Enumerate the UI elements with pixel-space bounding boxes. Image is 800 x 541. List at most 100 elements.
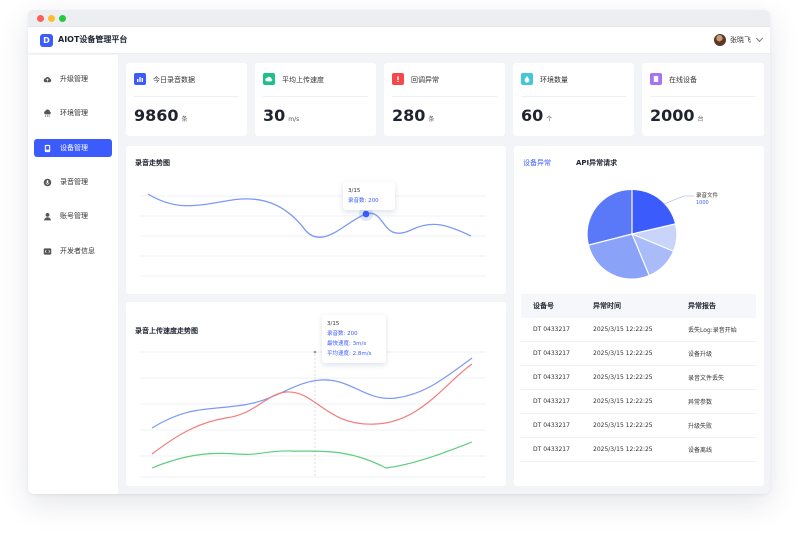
tab-api-anomaly[interactable]: API异常请求 [576, 159, 618, 167]
sidebar-item-label: 录音管理 [60, 178, 88, 186]
cell-report: 异常参数 [688, 399, 713, 406]
cell-report: 设备升级 [688, 351, 713, 358]
cloud-rain-icon [43, 108, 52, 118]
recording-trend-card: 录音走势图 3/15 录音数: 200 [126, 146, 506, 294]
table-row[interactable]: DT 0433217 2025/3/15 12:22:25 丢失Log:录音开始 [521, 318, 756, 342]
tab-device-anomaly[interactable]: 设备异常 [523, 159, 551, 167]
cell-time: 2025/3/15 12:22:25 [593, 398, 653, 405]
tooltip-label: 最快速度: [327, 341, 351, 347]
code-icon [43, 247, 52, 256]
sidebar-item-upgrade[interactable]: 升级管理 [34, 70, 112, 88]
sidebar-item-recordings[interactable]: 录音管理 [34, 173, 112, 191]
cloud-icon [263, 73, 275, 85]
minimize-window-button[interactable] [48, 15, 55, 22]
table-row[interactable]: DT 0433217 2025/3/15 12:22:25 录音文件丢失 [521, 366, 756, 390]
table-row[interactable]: DT 0433217 2025/3/15 12:22:25 设备升级 [521, 342, 756, 366]
cell-device-id: DT 0433217 [533, 350, 570, 357]
column-header: 异常时间 [593, 302, 621, 310]
cell-device-id: DT 0433217 [533, 398, 570, 405]
stat-card-online-devices: 在线设备 2000 台 [642, 63, 764, 136]
cell-report: 升级失败 [688, 423, 713, 430]
recording-count-line [147, 193, 472, 238]
cell-time: 2025/3/15 12:22:25 [593, 350, 653, 357]
sidebar-item-label: 环境管理 [60, 109, 88, 117]
tooltip-value: 200 [347, 331, 358, 337]
device-icon [650, 73, 662, 85]
sidebar-item-label: 账号管理 [60, 212, 88, 220]
stat-label: 今日录音数据 [153, 76, 195, 84]
stat-value: 60 [521, 106, 544, 125]
recording-trend-chart [140, 193, 486, 277]
anomaly-table: 设备号 异常时间 异常报告 DT 0433217 2025/3/15 12:22… [521, 294, 756, 474]
sidebar-item-label: 升级管理 [60, 75, 88, 83]
stat-value: 30 [263, 106, 286, 125]
alert-icon [392, 73, 404, 85]
stat-label: 环境数量 [540, 76, 568, 84]
cell-report: 设备离线 [688, 447, 713, 454]
user-name: 张晓飞 [730, 36, 751, 44]
cell-time: 2025/3/15 12:22:25 [593, 446, 653, 453]
maximize-window-button[interactable] [59, 15, 66, 22]
sidebar-item-label: 设备管理 [60, 144, 88, 152]
tooltip-date: 3/15 [348, 188, 361, 194]
stat-value: 9860 [134, 106, 179, 125]
avatar [714, 34, 726, 46]
stat-card-recordings: 今日录音数据 9860 条 [126, 63, 247, 136]
sidebar-item-developer[interactable]: 开发者信息 [34, 242, 112, 260]
tooltip-label: 平均速度: [327, 351, 351, 357]
table-row[interactable]: DT 0433217 2025/3/15 12:22:25 异常参数 [521, 390, 756, 414]
table-header: 设备号 异常时间 异常报告 [521, 294, 756, 318]
column-header: 异常报告 [688, 302, 716, 310]
stat-card-upload-speed: 平均上传速度 30 m/s [255, 63, 376, 136]
pie-slice [632, 224, 677, 251]
cell-device-id: DT 0433217 [533, 374, 570, 381]
sidebar-item-devices[interactable]: 设备管理 [34, 139, 112, 157]
tooltip-date: 3/15 [327, 321, 340, 327]
close-window-button[interactable] [37, 15, 44, 22]
table-row[interactable]: DT 0433217 2025/3/15 12:22:25 设备离线 [521, 438, 756, 462]
stat-unit: 条 [181, 116, 188, 123]
stat-label: 在线设备 [669, 76, 697, 84]
pie-slice [589, 234, 649, 279]
stat-unit: m/s [288, 116, 300, 123]
tooltip-label: 录音数: [348, 198, 367, 204]
chart-title: 录音上传速度走势图 [135, 327, 198, 335]
series-recording-count [151, 357, 473, 429]
series-average-speed [151, 441, 473, 469]
crosshair-marker [313, 350, 317, 354]
stat-value: 280 [392, 106, 426, 125]
cell-time: 2025/3/15 12:22:25 [593, 374, 653, 381]
sidebar-item-accounts[interactable]: 账号管理 [34, 207, 112, 225]
highlight-point [362, 210, 370, 218]
tooltip-value: 200 [368, 198, 379, 204]
stat-label: 平均上传速度 [282, 76, 324, 84]
upload-trend-chart [140, 350, 486, 478]
divider [263, 96, 368, 97]
anomaly-card: 设备异常 API异常请求 录音文件 1000 设备号 异常时间 异常报告 [514, 146, 764, 486]
cell-report: 录音文件丢失 [688, 375, 725, 382]
chart-title: 录音走势图 [135, 159, 170, 167]
anomaly-pie-chart [587, 189, 694, 279]
user-menu[interactable]: 张晓飞 [714, 33, 764, 47]
window-titlebar [28, 10, 770, 27]
pie-label-value: 1000 [696, 200, 709, 206]
pie-label-leader [663, 195, 694, 205]
cell-device-id: DT 0433217 [533, 422, 570, 429]
divider [650, 96, 756, 97]
divider [392, 96, 497, 97]
upload-trend-tooltip: 3/15 录音数: 200 最快速度: 3m/s 平均速度: 2.8m/s [322, 315, 386, 363]
table-row[interactable]: DT 0433217 2025/3/15 12:22:25 升级失败 [521, 414, 756, 438]
sidebar-item-label: 开发者信息 [60, 247, 95, 255]
column-header: 设备号 [533, 302, 554, 310]
tooltip-value: 3m/s [352, 341, 367, 347]
pie-label-name: 录音文件 [696, 193, 719, 199]
stat-card-callback-errors: 回调异常 280 条 [384, 63, 505, 136]
pie-slice [632, 234, 673, 275]
sidebar-item-environment[interactable]: 环境管理 [34, 104, 112, 122]
divider [521, 96, 626, 97]
droplet-icon [521, 73, 533, 85]
stat-unit: 条 [428, 116, 435, 123]
cell-device-id: DT 0433217 [533, 326, 570, 333]
cell-time: 2025/3/15 12:22:25 [593, 326, 653, 333]
cloud-upload-icon [43, 75, 52, 84]
